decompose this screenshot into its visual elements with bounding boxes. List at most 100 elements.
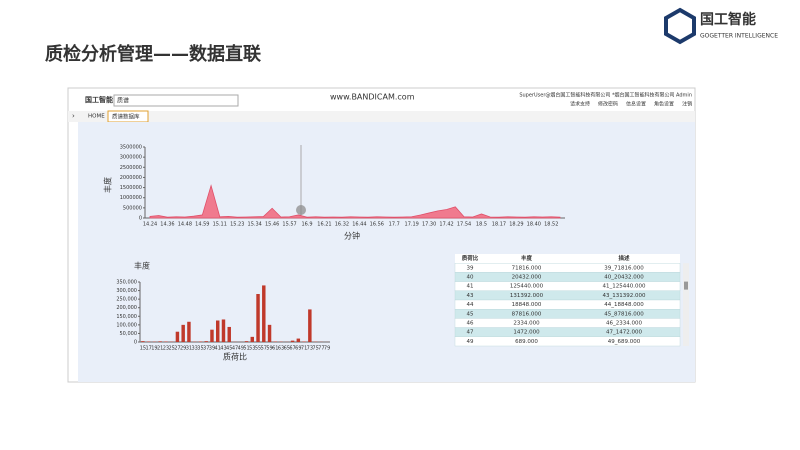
y-tick-label: 0 — [139, 216, 142, 222]
table-cell: 1472.000 — [513, 330, 540, 336]
y-tick-label: 250,000 — [116, 297, 137, 303]
x-tick-label: 45 — [226, 346, 232, 352]
table-cell: 131392.000 — [510, 293, 544, 299]
table-row — [454, 309, 681, 319]
x-tick-label: 14.24 — [143, 222, 157, 228]
header-link[interactable]: 请求支持 — [570, 101, 590, 108]
y-tick-label: 2500000 — [120, 165, 142, 171]
table-cell: 46_2334.000 — [606, 321, 642, 327]
x-tick-label: 57 — [261, 346, 267, 352]
slide-title: 质检分析管理——数据直联 — [45, 43, 261, 65]
header-link[interactable]: 角色设置 — [654, 101, 674, 108]
y-tick-label: 150,000 — [116, 314, 137, 320]
x-tick-label: 51 — [243, 346, 249, 352]
bar — [244, 341, 249, 342]
table-row — [454, 290, 681, 301]
tab[interactable]: HOME — [88, 114, 105, 120]
table-cell: 2334.000 — [513, 321, 540, 327]
y-tick-label: 300,000 — [116, 288, 137, 294]
table-row — [454, 336, 681, 347]
x-tick-label: 61 — [272, 346, 278, 352]
search-box[interactable] — [113, 94, 239, 107]
header-link[interactable]: 信息设置 — [626, 101, 646, 108]
table-row — [454, 281, 681, 292]
x-tick-label: 41 — [215, 346, 221, 352]
bar — [250, 336, 254, 342]
y-tick-label: 0 — [134, 340, 137, 346]
x-tick-label: 75 — [312, 346, 318, 352]
x-tick-label: 27 — [174, 346, 180, 352]
x-tick-label: 17 — [145, 346, 151, 352]
x-tick-label: 65 — [284, 346, 290, 352]
header-link[interactable]: 修改密码 — [598, 101, 618, 108]
logo-text: 国工智能 — [700, 11, 756, 28]
bar — [302, 341, 306, 342]
table-cell: 44 — [467, 302, 474, 308]
bar — [227, 326, 231, 342]
table-cell: 49_689.000 — [608, 339, 641, 345]
table-row — [454, 272, 681, 282]
table-cell: 46 — [467, 321, 474, 327]
x-tick-label: 39 — [209, 346, 215, 352]
bar — [204, 341, 208, 342]
x-tick-label: 43 — [220, 346, 226, 352]
table-cell: 45_87816.000 — [604, 311, 644, 317]
y-tick-label: 350,000 — [116, 280, 137, 286]
table-header — [455, 254, 680, 264]
x-tick-label: 16.21 — [317, 222, 331, 228]
x-tick-label: 16.9 — [301, 222, 312, 228]
bar — [273, 341, 278, 342]
app-logo: 国工智能 — [85, 95, 113, 104]
table-header-cell: 质荷比 — [462, 254, 479, 262]
x-tick-label: 73 — [307, 346, 313, 352]
table-header-cell: 丰度 — [521, 254, 533, 262]
x-tick-label: 15.11 — [213, 222, 227, 228]
x-tick-label: 31 — [186, 346, 192, 352]
x-tick-label: 14.48 — [178, 222, 192, 228]
x-tick-label: 18.40 — [527, 222, 541, 228]
bar — [267, 324, 272, 342]
y-tick-label: 500000 — [123, 205, 142, 211]
table-row — [454, 299, 681, 310]
bar — [256, 294, 260, 342]
x-tick-label: 18.29 — [509, 222, 523, 228]
table-row — [454, 327, 681, 338]
x-tick-label: 59 — [266, 346, 272, 352]
x-tick-label: 25 — [168, 346, 174, 352]
header-link[interactable]: 注销 — [682, 101, 692, 108]
x-tick-label: 55 — [255, 346, 261, 352]
bar — [198, 341, 203, 342]
x-tick-label: 63 — [278, 346, 284, 352]
y-tick-label: 1000000 — [120, 195, 142, 201]
bar — [164, 341, 168, 342]
bar — [187, 321, 191, 342]
x-tick-label: 15.46 — [265, 222, 279, 228]
table-cell: 41 — [467, 284, 474, 290]
table-cell: 39_71816.000 — [604, 265, 644, 271]
table-cell: 49 — [467, 339, 474, 345]
x-tick-label: 17.42 — [439, 222, 453, 228]
x-tick-label: 18.52 — [544, 222, 558, 228]
table-cell: 47 — [467, 330, 474, 336]
x-tick-label: 37 — [203, 346, 209, 352]
watermark: www.BANDICAM.com — [330, 93, 415, 102]
scrollbar — [683, 263, 689, 346]
x-tick-label: 23 — [163, 346, 169, 352]
x-tick-label: 16.32 — [335, 222, 349, 228]
table-cell: 40_20432.000 — [604, 275, 644, 281]
x-tick-label: 16.44 — [352, 222, 366, 228]
x-tick-label: 15.23 — [230, 222, 244, 228]
x-tick-label: 33 — [192, 346, 198, 352]
y-tick-label: 2000000 — [120, 175, 142, 181]
x-tick-label: 15.34 — [248, 222, 262, 228]
table-cell: 44_18848.000 — [604, 302, 644, 308]
bar — [158, 341, 162, 342]
table-cell: 39 — [467, 265, 474, 271]
sidebar-toggle[interactable]: › — [72, 112, 75, 120]
bar — [181, 324, 185, 342]
x-tick-label: 53 — [249, 346, 255, 352]
x-tick-label: 21 — [157, 346, 163, 352]
x-tick-label: 79 — [324, 346, 330, 352]
tab[interactable]: 质谱数据库 — [112, 113, 140, 121]
